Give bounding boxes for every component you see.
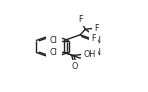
- Text: F: F: [78, 15, 82, 24]
- Text: Cl: Cl: [50, 48, 58, 57]
- Text: O: O: [71, 62, 78, 71]
- Text: F: F: [91, 34, 96, 43]
- Text: N: N: [95, 36, 100, 45]
- Text: Cl: Cl: [50, 36, 58, 45]
- Text: N: N: [95, 48, 100, 57]
- Text: OH: OH: [83, 50, 95, 59]
- Text: F: F: [94, 24, 99, 33]
